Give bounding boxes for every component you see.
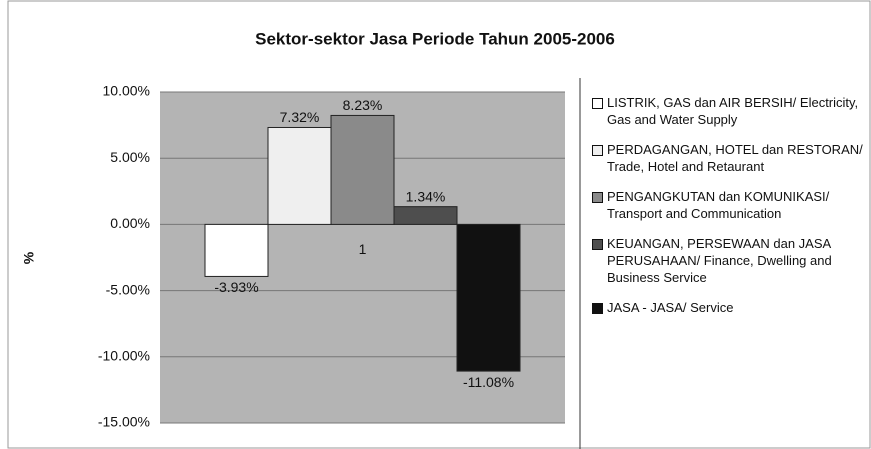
legend: LISTRIK, GAS dan AIR BERSIH/ Electricity… [592,94,864,329]
legend-item: PENGANGKUTAN dan KOMUNIKASI/ Transport a… [592,188,864,222]
value-label: -3.93% [214,279,258,295]
y-tick-label: 10.00% [103,83,150,99]
chart-border [7,0,871,449]
legend-swatch [592,303,603,314]
chart-title: Sektor-sektor Jasa Periode Tahun 2005-20… [255,29,615,48]
y-axis-label: % [21,251,37,264]
y-tick-label: -5.00% [106,281,150,297]
y-tick-label: -15.00% [98,414,150,430]
bar [393,206,458,225]
x-tick-label: 1 [359,241,367,257]
value-label: 7.32% [280,109,320,125]
legend-label: PENGANGKUTAN dan KOMUNIKASI/ Transport a… [607,189,830,221]
legend-label: KEUANGAN, PERSEWAAN dan JASA PERUSAHAAN/… [607,236,832,285]
legend-item: PERDAGANGAN, HOTEL dan RESTORAN/ Trade, … [592,141,864,175]
legend-swatch [592,239,603,250]
bar [456,223,521,372]
legend-label: PERDAGANGAN, HOTEL dan RESTORAN/ Trade, … [607,142,863,174]
legend-item: JASA - JASA/ Service [592,299,864,316]
legend-label: JASA - JASA/ Service [607,300,734,315]
legend-swatch [592,98,603,109]
legend-swatch [592,192,603,203]
legend-item: KEUANGAN, PERSEWAAN dan JASA PERUSAHAAN/… [592,235,864,286]
y-tick-label: 5.00% [110,149,150,165]
y-tick-label: -10.00% [98,348,150,364]
bar [330,114,395,225]
value-label: -11.08% [463,374,514,390]
value-label: 8.23% [343,97,383,113]
y-tick-label: 0.00% [110,215,150,231]
bar [204,223,269,277]
legend-swatch [592,145,603,156]
legend-item: LISTRIK, GAS dan AIR BERSIH/ Electricity… [592,94,864,128]
value-label: 1.34% [406,188,446,204]
bar [267,126,332,225]
legend-label: LISTRIK, GAS dan AIR BERSIH/ Electricity… [607,95,859,127]
